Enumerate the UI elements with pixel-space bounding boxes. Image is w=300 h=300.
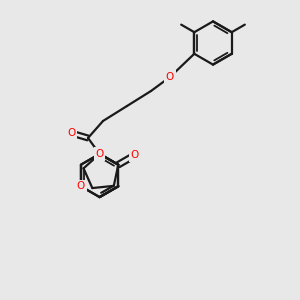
Text: O: O xyxy=(166,72,174,82)
Text: O: O xyxy=(77,181,85,191)
Text: O: O xyxy=(130,150,139,160)
Text: O: O xyxy=(95,149,104,159)
Text: O: O xyxy=(67,128,75,138)
